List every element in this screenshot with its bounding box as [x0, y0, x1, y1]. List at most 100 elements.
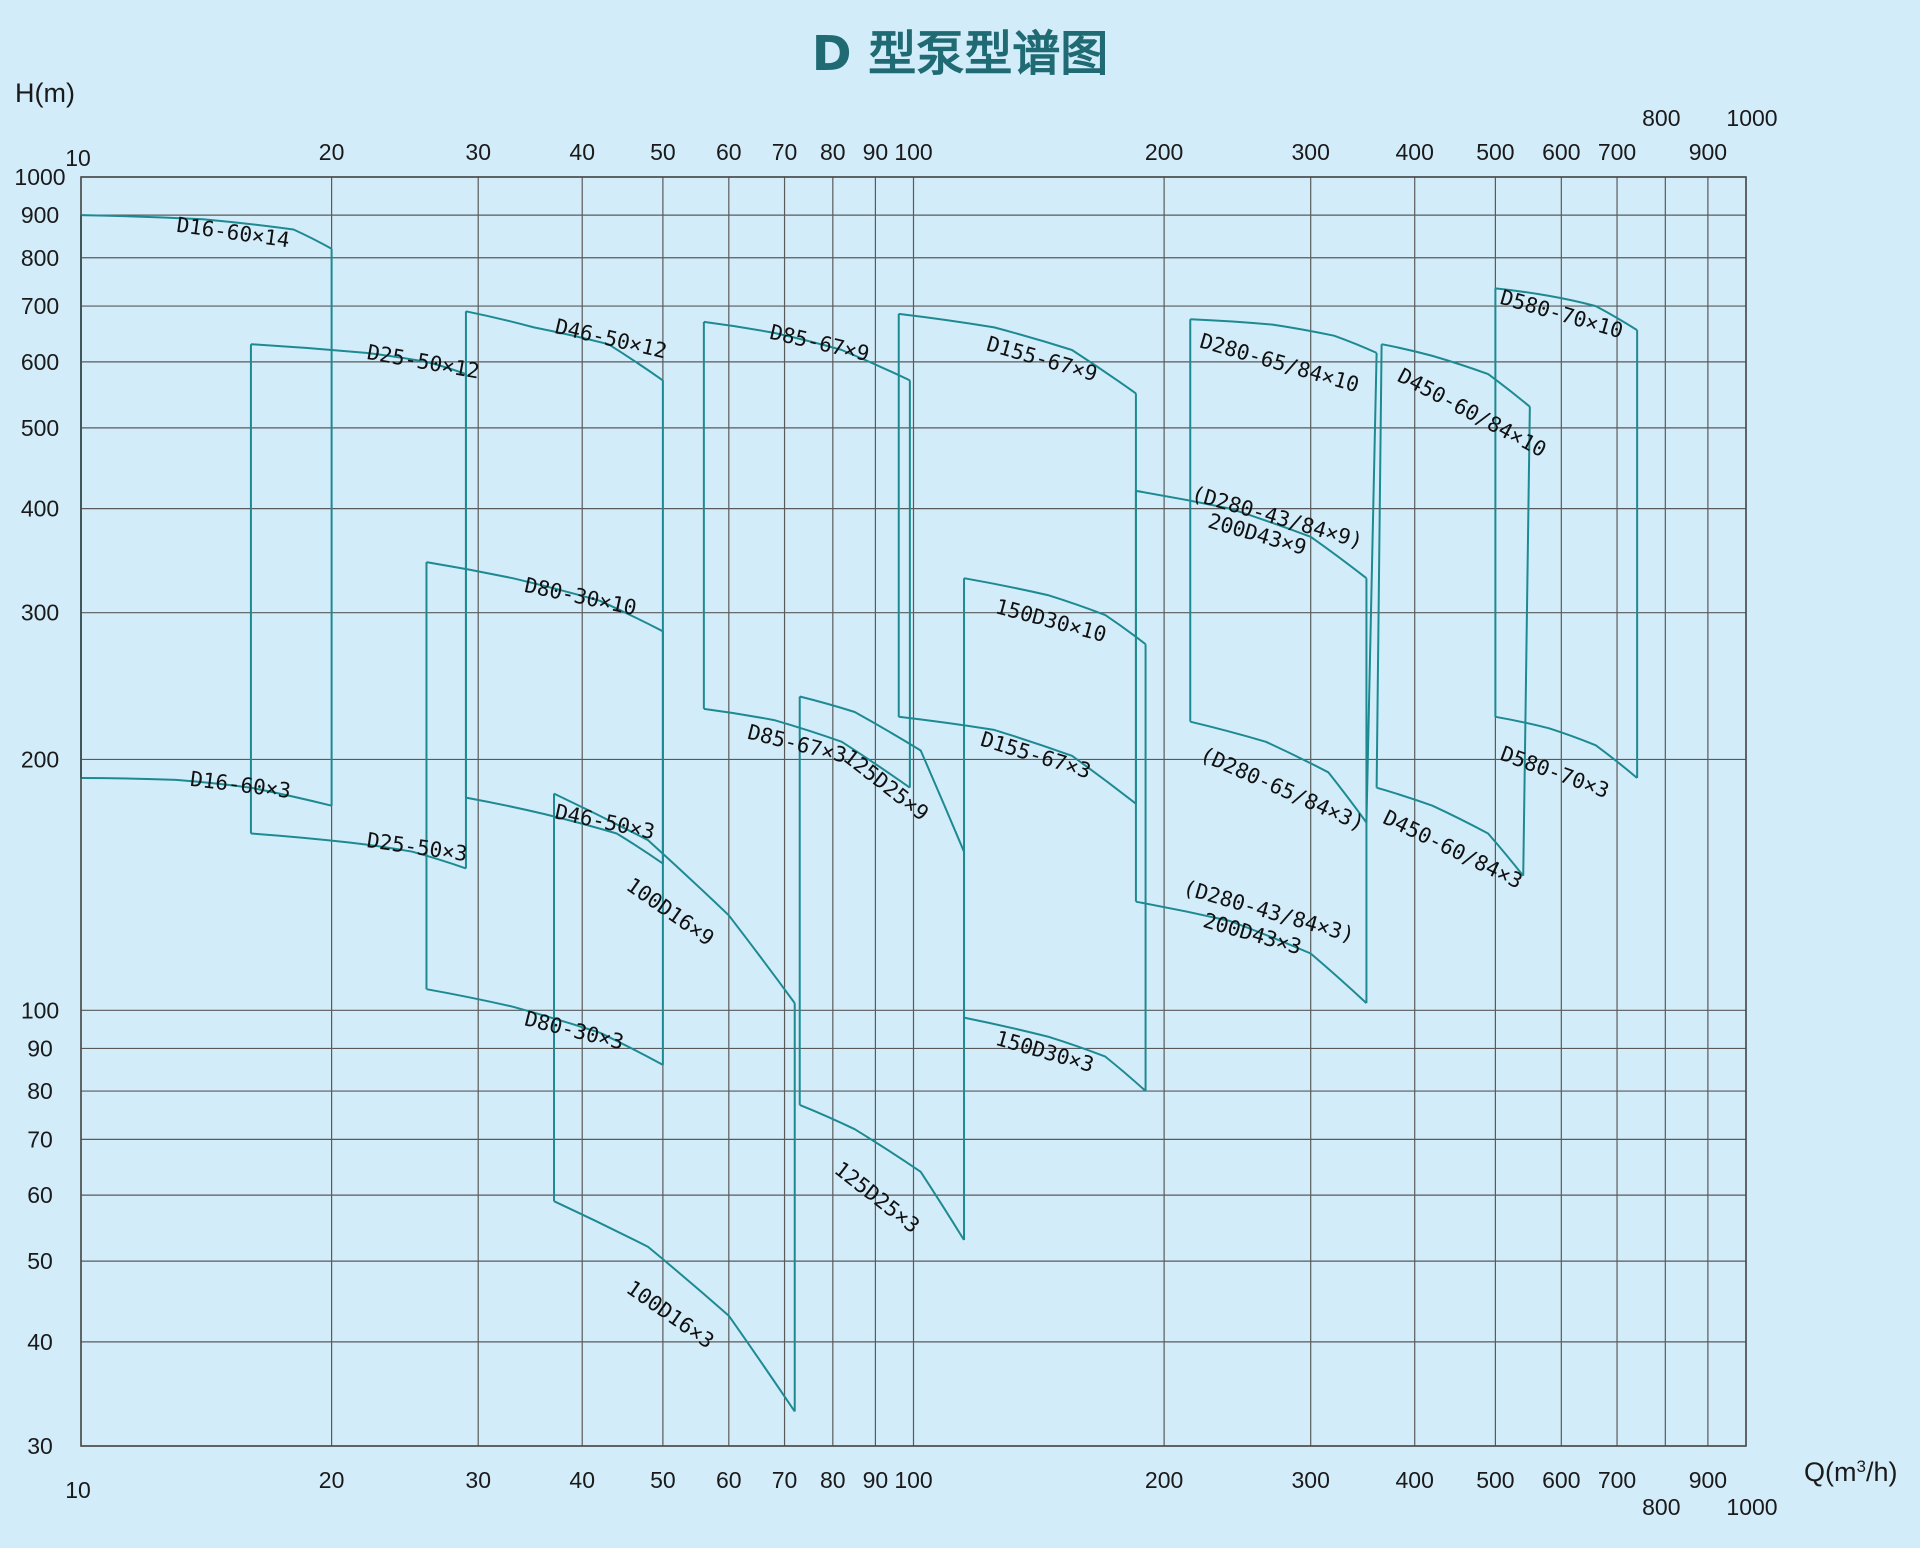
region-lower-curve [898, 715, 1137, 805]
series-label: D16-60×14 [175, 213, 291, 253]
region-upper-curve [703, 320, 911, 382]
x-tick-label-bottom: 90 [863, 1467, 889, 1493]
y-tick-label: 1000 [14, 164, 65, 190]
y-tick-label: 90 [27, 1035, 53, 1061]
x-tick-label-bottom: 1000 [1726, 1494, 1777, 1520]
region-lower-curve [799, 1103, 965, 1241]
series-label: D46-50×12 [553, 314, 669, 363]
series-label: D280-65/84×10 [1197, 329, 1362, 397]
series-label: D450-60/84×3 [1379, 805, 1526, 893]
x-tick-label-bottom: 800 [1642, 1494, 1680, 1520]
y-tick-label: 70 [27, 1126, 53, 1152]
region-lower-curve [703, 707, 911, 789]
region-upper-curve [1495, 287, 1638, 331]
x-tick-label-top: 100 [894, 139, 932, 165]
series-label: 125D25×9 [839, 744, 933, 825]
region-lower-curve [1190, 720, 1368, 824]
x-axis-title: Q(m3/h) [1804, 1457, 1897, 1488]
y-tick-label: 800 [21, 245, 59, 271]
x-axis-title-prefix: Q(m [1804, 1457, 1856, 1487]
region-lower-curve [465, 796, 664, 865]
region-right-edge [1522, 406, 1531, 876]
series-label: D25-50×12 [365, 340, 481, 383]
x-tick-label-top: 300 [1292, 139, 1330, 165]
x-tick-label-bottom: 400 [1396, 1467, 1434, 1493]
y-tick-label: 80 [27, 1078, 53, 1104]
region-lower-curve [80, 777, 332, 807]
grid [80, 176, 1747, 1447]
x-tick-label-top: 600 [1542, 139, 1580, 165]
region-upper-curve [80, 214, 333, 250]
region-upper-curve [426, 561, 664, 633]
series-label: 150D30×10 [993, 594, 1109, 647]
y-tick-label: 30 [27, 1433, 53, 1459]
region-lower-curve [1376, 786, 1524, 877]
x-tick-label-bottom: 300 [1292, 1467, 1330, 1493]
x-tick-label-bottom: 10 [65, 1477, 91, 1503]
y-tick-label: 200 [21, 746, 59, 772]
region-upper-curve [963, 577, 1147, 645]
region-upper-curve [465, 310, 664, 382]
region-upper-curve [799, 695, 965, 853]
x-tick-label-bottom: 30 [465, 1467, 491, 1493]
x-tick-label-top: 70 [772, 139, 798, 165]
x-tick-label-top: 50 [650, 139, 676, 165]
region-left-edge [1375, 344, 1383, 788]
x-tick-label-top: 90 [863, 139, 889, 165]
x-tick-label-top: 200 [1145, 139, 1183, 165]
x-axis-title-sup: 3 [1856, 1457, 1865, 1476]
region-lower-curve [426, 988, 664, 1066]
region-upper-curve [1190, 318, 1378, 354]
series-label: D155-67×3 [978, 727, 1094, 783]
x-tick-label-top: 80 [820, 139, 846, 165]
region-right-edge [1365, 352, 1378, 823]
y-tick-label: 100 [21, 997, 59, 1023]
x-tick-label-bottom: 80 [820, 1467, 846, 1493]
y-tick-label: 400 [21, 496, 59, 522]
x-tick-label-bottom: 200 [1145, 1467, 1183, 1493]
x-tick-label-bottom: 20 [319, 1467, 345, 1493]
x-tick-label-top: 1000 [1726, 105, 1777, 131]
x-tick-label-top: 800 [1642, 105, 1680, 131]
region-upper-curve [1135, 489, 1368, 579]
series-label: 100D16×9 [622, 873, 719, 951]
y-tick-label: 40 [27, 1329, 53, 1355]
y-tick-label: 900 [21, 202, 59, 228]
tick-labels: 3040506070809010020030040050060070080090… [14, 105, 1777, 1520]
series-label: D16-60×3 [189, 767, 292, 803]
y-axis-title: H(m) [15, 78, 75, 108]
region-lower-curve [963, 1016, 1147, 1092]
x-tick-label-top: 900 [1689, 139, 1727, 165]
x-tick-label-top: 400 [1396, 139, 1434, 165]
y-tick-label: 600 [21, 349, 59, 375]
region-upper-curve [1381, 343, 1531, 408]
x-tick-label-top: 60 [716, 139, 742, 165]
plot-frame [80, 176, 1747, 1447]
x-tick-label-bottom: 100 [894, 1467, 932, 1493]
x-tick-label-bottom: 500 [1476, 1467, 1514, 1493]
x-axis-title-suffix: /h) [1866, 1457, 1898, 1487]
x-tick-label-bottom: 70 [772, 1467, 798, 1493]
region-lower-curve [1495, 715, 1638, 779]
series-label: D25-50×3 [365, 828, 469, 866]
x-tick-label-top: 10 [65, 145, 91, 171]
region-lower-curve [553, 1200, 796, 1413]
x-tick-label-top: 40 [569, 139, 595, 165]
series-label: D85-67×9 [768, 320, 872, 366]
x-tick-label-top: 20 [319, 139, 345, 165]
x-tick-label-top: 30 [465, 139, 491, 165]
x-tick-label-top: 500 [1476, 139, 1514, 165]
region-lower-curve [1135, 900, 1368, 1004]
region-lower-curve [250, 832, 467, 870]
y-tick-label: 60 [27, 1182, 53, 1208]
x-tick-label-bottom: 900 [1689, 1467, 1727, 1493]
series-label: 125D25×3 [830, 1157, 924, 1238]
y-tick-label: 300 [21, 600, 59, 626]
y-tick-label: 50 [27, 1248, 53, 1274]
series-label: D80-30×3 [522, 1007, 626, 1055]
x-tick-label-top: 700 [1598, 139, 1636, 165]
x-tick-label-bottom: 40 [569, 1467, 595, 1493]
series-label: D580-70×3 [1497, 742, 1612, 803]
x-tick-label-bottom: 60 [716, 1467, 742, 1493]
